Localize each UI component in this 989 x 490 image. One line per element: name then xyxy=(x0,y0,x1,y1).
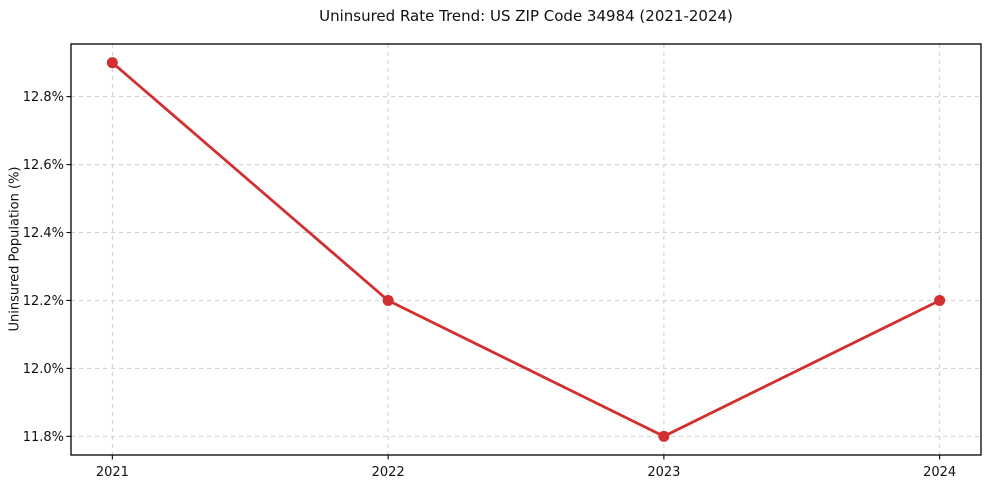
x-tick-label: 2022 xyxy=(372,465,405,480)
y-tick-label: 12.0% xyxy=(23,362,64,377)
trend-line xyxy=(110,61,942,438)
y-tick-label: 11.8% xyxy=(23,430,64,445)
x-tick-label: 2024 xyxy=(923,465,956,480)
chart-title: Uninsured Rate Trend: US ZIP Code 34984 … xyxy=(319,7,733,25)
x-tick-label: 2023 xyxy=(647,465,680,480)
plot-area-border xyxy=(70,43,982,456)
x-tick-label: 2021 xyxy=(96,465,129,480)
data-point-marker xyxy=(658,430,670,442)
data-point-marker xyxy=(934,294,946,306)
data-point-marker xyxy=(382,294,394,306)
y-tick-label: 12.2% xyxy=(23,294,64,309)
data-point-marker xyxy=(106,57,118,69)
y-tick-label: 12.6% xyxy=(23,158,64,173)
y-tick-label: 12.8% xyxy=(23,90,64,105)
y-tick-label: 12.4% xyxy=(23,226,64,241)
